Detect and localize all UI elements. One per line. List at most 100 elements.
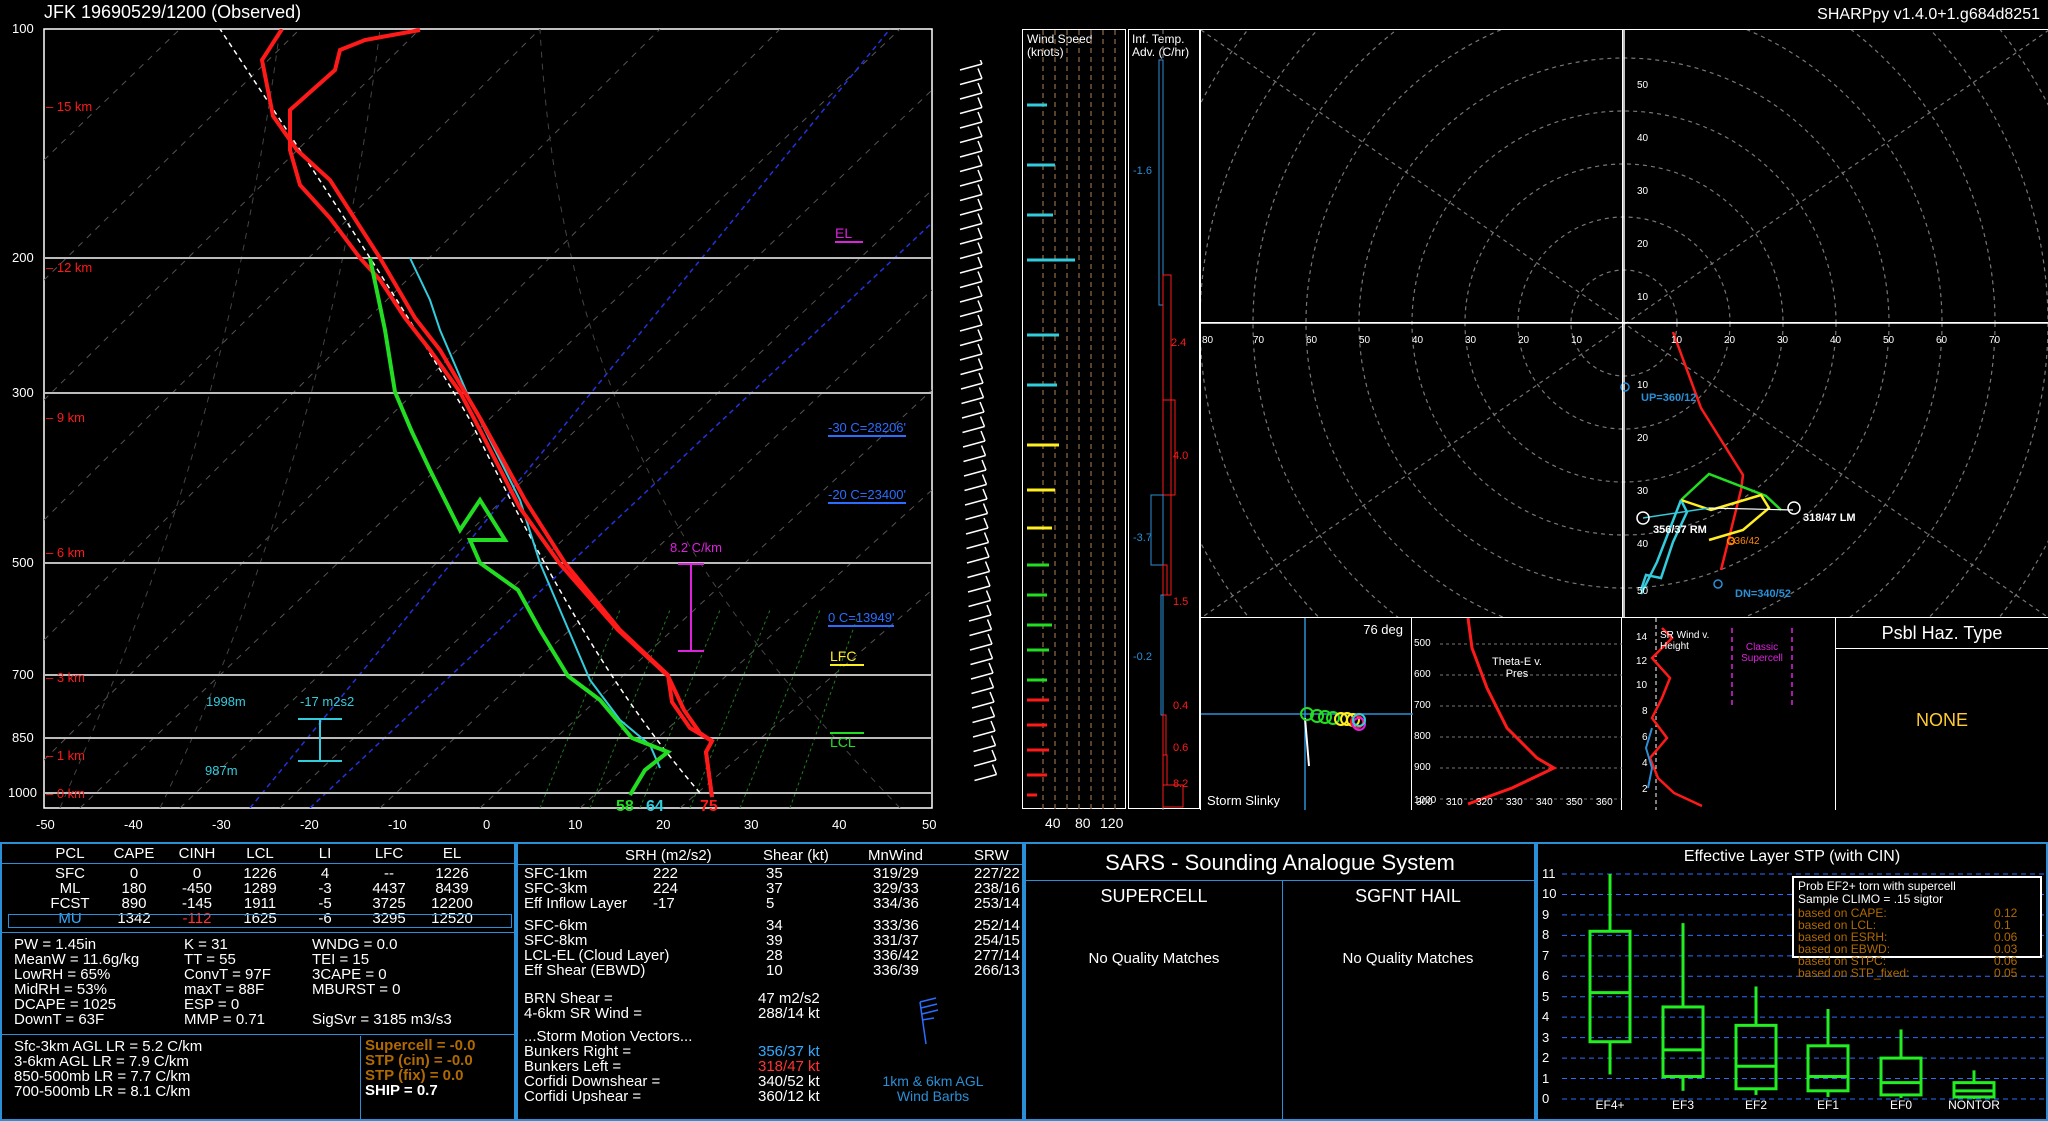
advection-value: -3.7 [1133,532,1152,544]
bunkers-left-value: 318/47 kt [758,1058,820,1075]
slinky-title: Storm Slinky [1207,793,1280,808]
prob-label: based on STPC: [1798,954,1887,968]
stp-ytick: 9 [1542,906,1550,922]
temp-tick: 20 [656,817,671,832]
wind-speed-panel[interactable]: Wind Speed (knots) [1022,29,1126,810]
hodo-ring-label: 30 [1637,486,1649,497]
wind-barb-flag [991,764,998,775]
parcel-panel: PCL CAPE CINH LCL LI LFC EL SFC 0 0 1226 4 --… [0,842,516,1121]
corfidi-down-value: 340/52 kt [758,1073,820,1090]
kin-cell: 319/29 [873,865,919,882]
wind-barb [959,193,983,202]
wind-barb [970,672,994,680]
parcel-cell: -450 [181,880,213,897]
theta-e-panel[interactable]: Theta-E v. Pres 500 600 700 800 900 1000… [1412,618,1622,810]
kin-cell: SFC-8km [524,932,588,949]
wind-barb [959,63,983,71]
barb-icon [919,997,939,1045]
kin-rows: SFC-1km 222 35 319/29 227/22 SFC-3km 224 37 329/… [518,866,1022,996]
hodograph-panel[interactable]: 10 20 30 40 50 10 20 30 40 50 80 70 60 5… [1200,29,2048,617]
wind-barb [968,599,991,608]
sars-hail-result: No Quality Matches [1342,950,1474,967]
wind-barb [960,382,984,390]
sr-tick: 12 [1636,656,1648,667]
indices-col3: WNDG = 0.0 TEI = 15 3CAPE = 0 MBURST = 0 Si… [312,936,452,1028]
sr-wind-panel[interactable]: SR Wind v. Height Classic Supercell 14 1… [1622,618,1836,810]
sars-panel: SARS - Sounding Analogue System SUPERCEL… [1024,842,1536,1121]
wind-barb [959,164,983,173]
wind-barb [972,730,996,738]
wind-barb [965,527,989,535]
wind-barb-flag [982,503,989,514]
wind-barb [959,353,983,361]
kin-cell: 266/13 [974,962,1020,979]
wind-barb [961,396,984,405]
parcel-cell: 180 [121,880,147,897]
freezing-level: 0 C=13949' [828,610,895,627]
stp-ytick: 6 [1542,968,1550,984]
height-tick: – 9 km [46,410,86,425]
kin-cell: 227/22 [974,865,1020,882]
temp-advection-panel[interactable]: Inf. Temp. Adv. (C/hr) -1.6 2.4 4.0 -3.7 … [1128,29,1200,810]
advection-value: 2.4 [1171,337,1187,349]
hodo-ring-label: 30 [1637,186,1649,197]
wind-barb [967,570,990,579]
wind-barb-flag [977,285,983,297]
sr46-value: 288/14 kt [758,1005,820,1022]
hodo-ring-label: 10 [1637,292,1649,303]
kin-cell: 336/39 [873,962,919,979]
kin-cell: 222 [653,865,679,882]
indices-col1: PW = 1.45in MeanW = 11.6g/kg LowRH = 65% Mi… [14,936,140,1028]
wind-barb-flag [990,720,996,732]
temp-tick: -50 [36,817,55,832]
wind-barb [973,744,996,753]
wind-barb-flag [985,575,991,587]
stp-category: NONTOR [1948,1098,2000,1112]
storm-slinky-panel[interactable]: 76 deg Storm Slinky [1200,618,1413,810]
wind-barb [959,237,983,245]
stp-ytick: 0 [1542,1091,1550,1106]
hodo-ring-label: 40 [1637,539,1649,550]
wind-barb-flag [977,140,983,152]
kin-cell: 253/14 [974,895,1020,912]
mu-row-highlight[interactable] [8,914,512,928]
kin-cell: SFC-1km [524,865,588,882]
wind-barb-flag [989,706,996,717]
wind-barb [970,657,993,666]
kin-cell: -17 [653,895,675,912]
stp-box-part [1879,1056,1923,1097]
bunkers-right-label: Bunkers Right = [524,1043,632,1060]
kin-cell: 224 [653,880,679,897]
skewt-panel[interactable] [0,0,1030,840]
stp-ytick: 2 [1542,1050,1550,1066]
wind-barb [962,440,986,448]
wind-barb-flag [977,184,983,195]
hazard-title: Psbl Haz. Type [1836,618,2048,649]
kin-cell: SFC-6km [524,917,588,934]
stp-ytick: 5 [1542,988,1550,1004]
lapse-rate-bracket [678,563,704,652]
wind-barb [973,759,997,767]
kin-cell: 334/36 [873,895,919,912]
pressure-tick: 1000 [8,785,37,800]
lcl-marker: LCL [830,732,864,750]
wind-barb-flag [977,256,983,268]
parcel-cell: 8439 [435,880,469,897]
kin-cell: Eff Shear (EBWD) [524,962,646,979]
kin-cell: SFC-3km [524,880,588,897]
height-tick: – 1 km [46,748,86,763]
kin-cell: 39 [766,932,783,949]
parcel-cell: FCST [50,895,90,912]
advection-value: 0.6 [1173,742,1189,754]
skewt-labels: 100 200 300 500 700 850 1000 – 15 km – 1… [0,0,1030,840]
wind-barb [971,701,995,709]
insets-row: 76 deg Storm Slinky Theta-E v. Pres 500 … [1200,617,2048,810]
wind-barb-flag [989,691,995,703]
parcel-cell: 3725 [372,895,406,912]
advection-value: 8.2 [1173,778,1189,790]
parcel-cell: 890 [121,895,147,912]
wind-barb [959,179,983,187]
hazard-value: NONE [1915,710,1968,730]
wind-barb [959,222,983,231]
temp-tick: 0 [483,817,491,832]
